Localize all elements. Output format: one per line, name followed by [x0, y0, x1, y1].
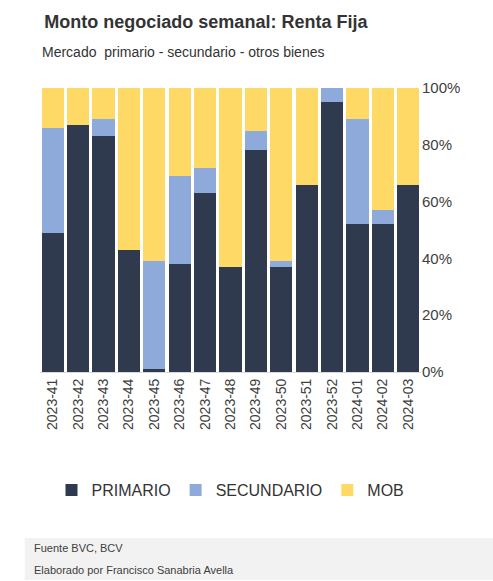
svg-text:2024-03: 2024-03: [400, 378, 416, 430]
svg-text:2023-48: 2023-48: [222, 378, 238, 430]
svg-text:2023-52: 2023-52: [324, 378, 340, 430]
svg-text:PRIMARIO: PRIMARIO: [92, 482, 171, 499]
svg-text:MOB: MOB: [367, 482, 403, 499]
svg-text:Mercado primario - secundario: Mercado primario - secundario - otros bi…: [42, 44, 324, 60]
svg-text:2024-01: 2024-01: [349, 378, 365, 430]
svg-text:2023-46: 2023-46: [171, 378, 187, 430]
svg-text:20%: 20%: [422, 306, 452, 323]
svg-text:Monto negociado semanal: Renta: Monto negociado semanal: Renta Fija: [44, 12, 368, 32]
svg-text:40%: 40%: [422, 250, 452, 267]
svg-text:2023-43: 2023-43: [95, 378, 111, 430]
svg-text:2023-42: 2023-42: [70, 378, 86, 430]
svg-text:2024-02: 2024-02: [374, 378, 390, 430]
svg-text:2023-51: 2023-51: [298, 378, 314, 430]
svg-text:Fuente BVC, BCV: Fuente BVC, BCV: [34, 542, 123, 554]
svg-text:2023-45: 2023-45: [146, 378, 162, 430]
svg-text:60%: 60%: [422, 193, 452, 210]
svg-text:80%: 80%: [422, 136, 452, 153]
svg-text:0%: 0%: [422, 363, 444, 380]
svg-text:2023-50: 2023-50: [273, 378, 289, 430]
svg-text:2023-49: 2023-49: [247, 378, 263, 430]
svg-text:2023-44: 2023-44: [120, 378, 136, 430]
svg-text:Elaborado por Francisco Sanabr: Elaborado por Francisco Sanabria Avella: [34, 564, 234, 576]
svg-text:100%: 100%: [422, 79, 460, 96]
svg-text:2023-47: 2023-47: [197, 378, 213, 430]
svg-text:2023-41: 2023-41: [44, 378, 60, 430]
svg-text:SECUNDARIO: SECUNDARIO: [216, 482, 323, 499]
